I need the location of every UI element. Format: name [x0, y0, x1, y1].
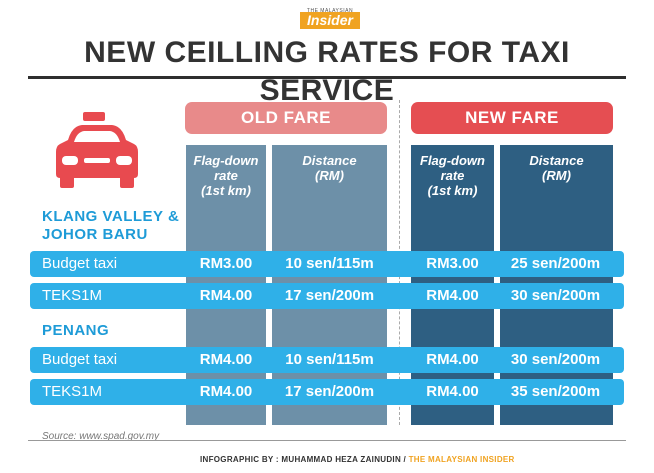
publisher-logo: THE MALAYSIAN Insider [300, 8, 360, 30]
row-label: Budget taxi [42, 351, 118, 368]
region-name-line1: KLANG VALLEY & [42, 208, 180, 225]
old-flag-cell: RM4.00 [199, 287, 253, 304]
new-distance-cell: 30 sen/200m [510, 287, 601, 304]
new-distance-header: Distance (RM) [529, 153, 584, 183]
old-distance-cell: 17 sen/200m [284, 383, 375, 400]
new-flag-cell: RM4.00 [426, 351, 479, 368]
source-note: Source: www.spad.gov.my [42, 431, 160, 442]
title-underline [28, 76, 626, 79]
credit-publisher: THE MALAYSIAN INSIDER [408, 455, 515, 464]
old-distance-cell: 10 sen/115m [285, 255, 374, 272]
row-label: Budget taxi [42, 255, 118, 272]
new-distance-cell: 30 sen/200m [510, 351, 601, 368]
old-fare-band: OLD FARE [185, 102, 387, 134]
table-row: Budget taxi RM4.00 10 sen/115m RM4.00 30… [30, 347, 624, 373]
credit-line: INFOGRAPHIC BY : MUHAMMAD HEZA ZAINUDIN … [200, 455, 515, 464]
new-fare-band: NEW FARE [411, 102, 613, 134]
old-flag-cell: RM3.00 [199, 255, 253, 272]
table-row: TEKS1M RM4.00 17 sen/200m RM4.00 30 sen/… [30, 283, 624, 309]
new-flag-header: Flag-down rate (1st km) [420, 153, 485, 198]
new-distance-cell: 35 sen/200m [510, 383, 601, 400]
old-flag-cell: RM4.00 [199, 351, 253, 368]
new-flag-cell: RM3.00 [426, 255, 479, 272]
new-flag-cell: RM4.00 [426, 287, 479, 304]
row-label: TEKS1M [42, 383, 103, 400]
logo-main-text: Insider [300, 12, 360, 29]
row-label: TEKS1M [42, 287, 103, 304]
taxi-icon [50, 112, 145, 197]
old-flag-cell: RM4.00 [199, 383, 253, 400]
new-distance-cell: 25 sen/200m [510, 255, 601, 272]
footer-rule [28, 440, 626, 441]
logo-top-text: THE MALAYSIAN [306, 8, 354, 14]
table-row: Budget taxi RM3.00 10 sen/115m RM3.00 25… [30, 251, 624, 277]
region-name-line2: JOHOR BARU [42, 226, 148, 243]
old-distance-header: Distance (RM) [302, 153, 357, 183]
old-flag-header: Flag-down rate (1st km) [193, 153, 259, 198]
credit-prefix: INFOGRAPHIC BY : MUHAMMAD HEZA ZAINUDIN … [200, 455, 409, 464]
old-distance-cell: 10 sen/115m [285, 351, 374, 368]
new-flag-cell: RM4.00 [426, 383, 479, 400]
old-distance-cell: 17 sen/200m [284, 287, 375, 304]
region-name-line1: PENANG [42, 322, 110, 339]
page-title: NEW CEILLING RATES FOR TAXI SERVICE [84, 36, 570, 107]
table-row: TEKS1M RM4.00 17 sen/200m RM4.00 35 sen/… [30, 379, 624, 405]
